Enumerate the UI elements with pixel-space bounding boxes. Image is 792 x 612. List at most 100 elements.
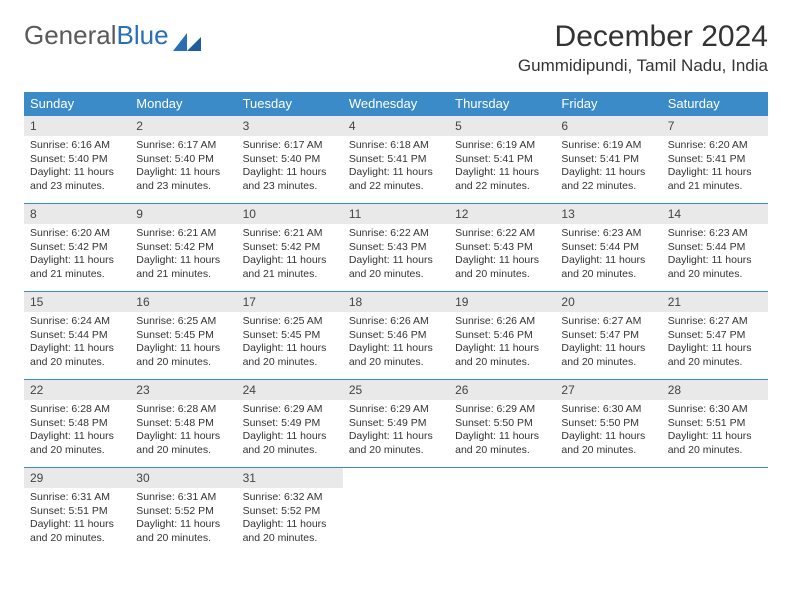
day-number: 18	[343, 292, 449, 312]
day-content: Sunrise: 6:29 AMSunset: 5:49 PMDaylight:…	[343, 400, 449, 462]
sunset-text: Sunset: 5:52 PM	[243, 505, 337, 519]
day-number: 3	[237, 116, 343, 136]
calendar-cell: 10Sunrise: 6:21 AMSunset: 5:42 PMDayligh…	[237, 204, 343, 292]
sunset-text: Sunset: 5:41 PM	[455, 153, 549, 167]
calendar-cell	[555, 468, 661, 554]
day-content: Sunrise: 6:21 AMSunset: 5:42 PMDaylight:…	[237, 224, 343, 286]
daylight-text: Daylight: 11 hours and 20 minutes.	[136, 518, 230, 545]
day-number: 29	[24, 468, 130, 488]
sunset-text: Sunset: 5:40 PM	[136, 153, 230, 167]
daylight-text: Daylight: 11 hours and 20 minutes.	[30, 518, 124, 545]
sunset-text: Sunset: 5:51 PM	[30, 505, 124, 519]
day-content: Sunrise: 6:31 AMSunset: 5:52 PMDaylight:…	[130, 488, 236, 550]
sunrise-text: Sunrise: 6:17 AM	[243, 139, 337, 153]
calendar-row: 15Sunrise: 6:24 AMSunset: 5:44 PMDayligh…	[24, 292, 768, 380]
day-content: Sunrise: 6:30 AMSunset: 5:50 PMDaylight:…	[555, 400, 661, 462]
day-content: Sunrise: 6:30 AMSunset: 5:51 PMDaylight:…	[662, 400, 768, 462]
day-content: Sunrise: 6:20 AMSunset: 5:41 PMDaylight:…	[662, 136, 768, 198]
day-number: 1	[24, 116, 130, 136]
calendar-cell: 1Sunrise: 6:16 AMSunset: 5:40 PMDaylight…	[24, 116, 130, 204]
calendar-row: 22Sunrise: 6:28 AMSunset: 5:48 PMDayligh…	[24, 380, 768, 468]
daylight-text: Daylight: 11 hours and 20 minutes.	[349, 342, 443, 369]
location: Gummidipundi, Tamil Nadu, India	[518, 56, 768, 76]
day-content: Sunrise: 6:24 AMSunset: 5:44 PMDaylight:…	[24, 312, 130, 374]
weekday-header: Tuesday	[237, 92, 343, 116]
day-number: 10	[237, 204, 343, 224]
day-number: 25	[343, 380, 449, 400]
calendar-cell: 4Sunrise: 6:18 AMSunset: 5:41 PMDaylight…	[343, 116, 449, 204]
sunrise-text: Sunrise: 6:22 AM	[349, 227, 443, 241]
daylight-text: Daylight: 11 hours and 20 minutes.	[561, 254, 655, 281]
sunrise-text: Sunrise: 6:30 AM	[561, 403, 655, 417]
calendar-cell: 9Sunrise: 6:21 AMSunset: 5:42 PMDaylight…	[130, 204, 236, 292]
calendar-cell: 25Sunrise: 6:29 AMSunset: 5:49 PMDayligh…	[343, 380, 449, 468]
calendar-cell: 28Sunrise: 6:30 AMSunset: 5:51 PMDayligh…	[662, 380, 768, 468]
calendar-cell: 31Sunrise: 6:32 AMSunset: 5:52 PMDayligh…	[237, 468, 343, 554]
day-number: 20	[555, 292, 661, 312]
day-content: Sunrise: 6:17 AMSunset: 5:40 PMDaylight:…	[237, 136, 343, 198]
weekday-header: Wednesday	[343, 92, 449, 116]
sunrise-text: Sunrise: 6:24 AM	[30, 315, 124, 329]
day-number: 2	[130, 116, 236, 136]
daylight-text: Daylight: 11 hours and 22 minutes.	[349, 166, 443, 193]
day-number: 24	[237, 380, 343, 400]
day-number: 17	[237, 292, 343, 312]
logo-sail-icon	[173, 27, 201, 45]
calendar-cell	[343, 468, 449, 554]
day-number: 19	[449, 292, 555, 312]
weekday-header: Monday	[130, 92, 236, 116]
calendar-cell: 17Sunrise: 6:25 AMSunset: 5:45 PMDayligh…	[237, 292, 343, 380]
calendar-cell: 8Sunrise: 6:20 AMSunset: 5:42 PMDaylight…	[24, 204, 130, 292]
month-title: December 2024	[518, 20, 768, 54]
sunset-text: Sunset: 5:47 PM	[561, 329, 655, 343]
sunset-text: Sunset: 5:42 PM	[243, 241, 337, 255]
calendar-cell	[662, 468, 768, 554]
calendar-table: Sunday Monday Tuesday Wednesday Thursday…	[24, 92, 768, 554]
sunrise-text: Sunrise: 6:31 AM	[136, 491, 230, 505]
sunset-text: Sunset: 5:44 PM	[668, 241, 762, 255]
sunrise-text: Sunrise: 6:20 AM	[30, 227, 124, 241]
day-content: Sunrise: 6:32 AMSunset: 5:52 PMDaylight:…	[237, 488, 343, 550]
sunrise-text: Sunrise: 6:25 AM	[136, 315, 230, 329]
sunrise-text: Sunrise: 6:29 AM	[243, 403, 337, 417]
calendar-cell: 13Sunrise: 6:23 AMSunset: 5:44 PMDayligh…	[555, 204, 661, 292]
sunrise-text: Sunrise: 6:25 AM	[243, 315, 337, 329]
daylight-text: Daylight: 11 hours and 23 minutes.	[136, 166, 230, 193]
day-number: 22	[24, 380, 130, 400]
day-content: Sunrise: 6:16 AMSunset: 5:40 PMDaylight:…	[24, 136, 130, 198]
sunrise-text: Sunrise: 6:31 AM	[30, 491, 124, 505]
daylight-text: Daylight: 11 hours and 21 minutes.	[30, 254, 124, 281]
day-number: 13	[555, 204, 661, 224]
calendar-cell: 18Sunrise: 6:26 AMSunset: 5:46 PMDayligh…	[343, 292, 449, 380]
day-number: 21	[662, 292, 768, 312]
sunset-text: Sunset: 5:42 PM	[30, 241, 124, 255]
day-content: Sunrise: 6:22 AMSunset: 5:43 PMDaylight:…	[343, 224, 449, 286]
daylight-text: Daylight: 11 hours and 20 minutes.	[243, 342, 337, 369]
day-number: 7	[662, 116, 768, 136]
sunrise-text: Sunrise: 6:22 AM	[455, 227, 549, 241]
day-number: 4	[343, 116, 449, 136]
weekday-header: Friday	[555, 92, 661, 116]
daylight-text: Daylight: 11 hours and 20 minutes.	[668, 342, 762, 369]
sunset-text: Sunset: 5:41 PM	[668, 153, 762, 167]
sunset-text: Sunset: 5:40 PM	[30, 153, 124, 167]
sunrise-text: Sunrise: 6:23 AM	[561, 227, 655, 241]
day-content: Sunrise: 6:18 AMSunset: 5:41 PMDaylight:…	[343, 136, 449, 198]
daylight-text: Daylight: 11 hours and 21 minutes.	[136, 254, 230, 281]
sunset-text: Sunset: 5:48 PM	[30, 417, 124, 431]
daylight-text: Daylight: 11 hours and 20 minutes.	[30, 342, 124, 369]
sunrise-text: Sunrise: 6:16 AM	[30, 139, 124, 153]
daylight-text: Daylight: 11 hours and 20 minutes.	[561, 430, 655, 457]
sunrise-text: Sunrise: 6:32 AM	[243, 491, 337, 505]
sunrise-text: Sunrise: 6:26 AM	[349, 315, 443, 329]
sunrise-text: Sunrise: 6:30 AM	[668, 403, 762, 417]
calendar-cell: 16Sunrise: 6:25 AMSunset: 5:45 PMDayligh…	[130, 292, 236, 380]
calendar-cell: 7Sunrise: 6:20 AMSunset: 5:41 PMDaylight…	[662, 116, 768, 204]
day-content: Sunrise: 6:27 AMSunset: 5:47 PMDaylight:…	[662, 312, 768, 374]
day-content: Sunrise: 6:17 AMSunset: 5:40 PMDaylight:…	[130, 136, 236, 198]
sunrise-text: Sunrise: 6:20 AM	[668, 139, 762, 153]
day-number: 9	[130, 204, 236, 224]
sunset-text: Sunset: 5:40 PM	[243, 153, 337, 167]
calendar-cell: 6Sunrise: 6:19 AMSunset: 5:41 PMDaylight…	[555, 116, 661, 204]
day-content: Sunrise: 6:23 AMSunset: 5:44 PMDaylight:…	[662, 224, 768, 286]
